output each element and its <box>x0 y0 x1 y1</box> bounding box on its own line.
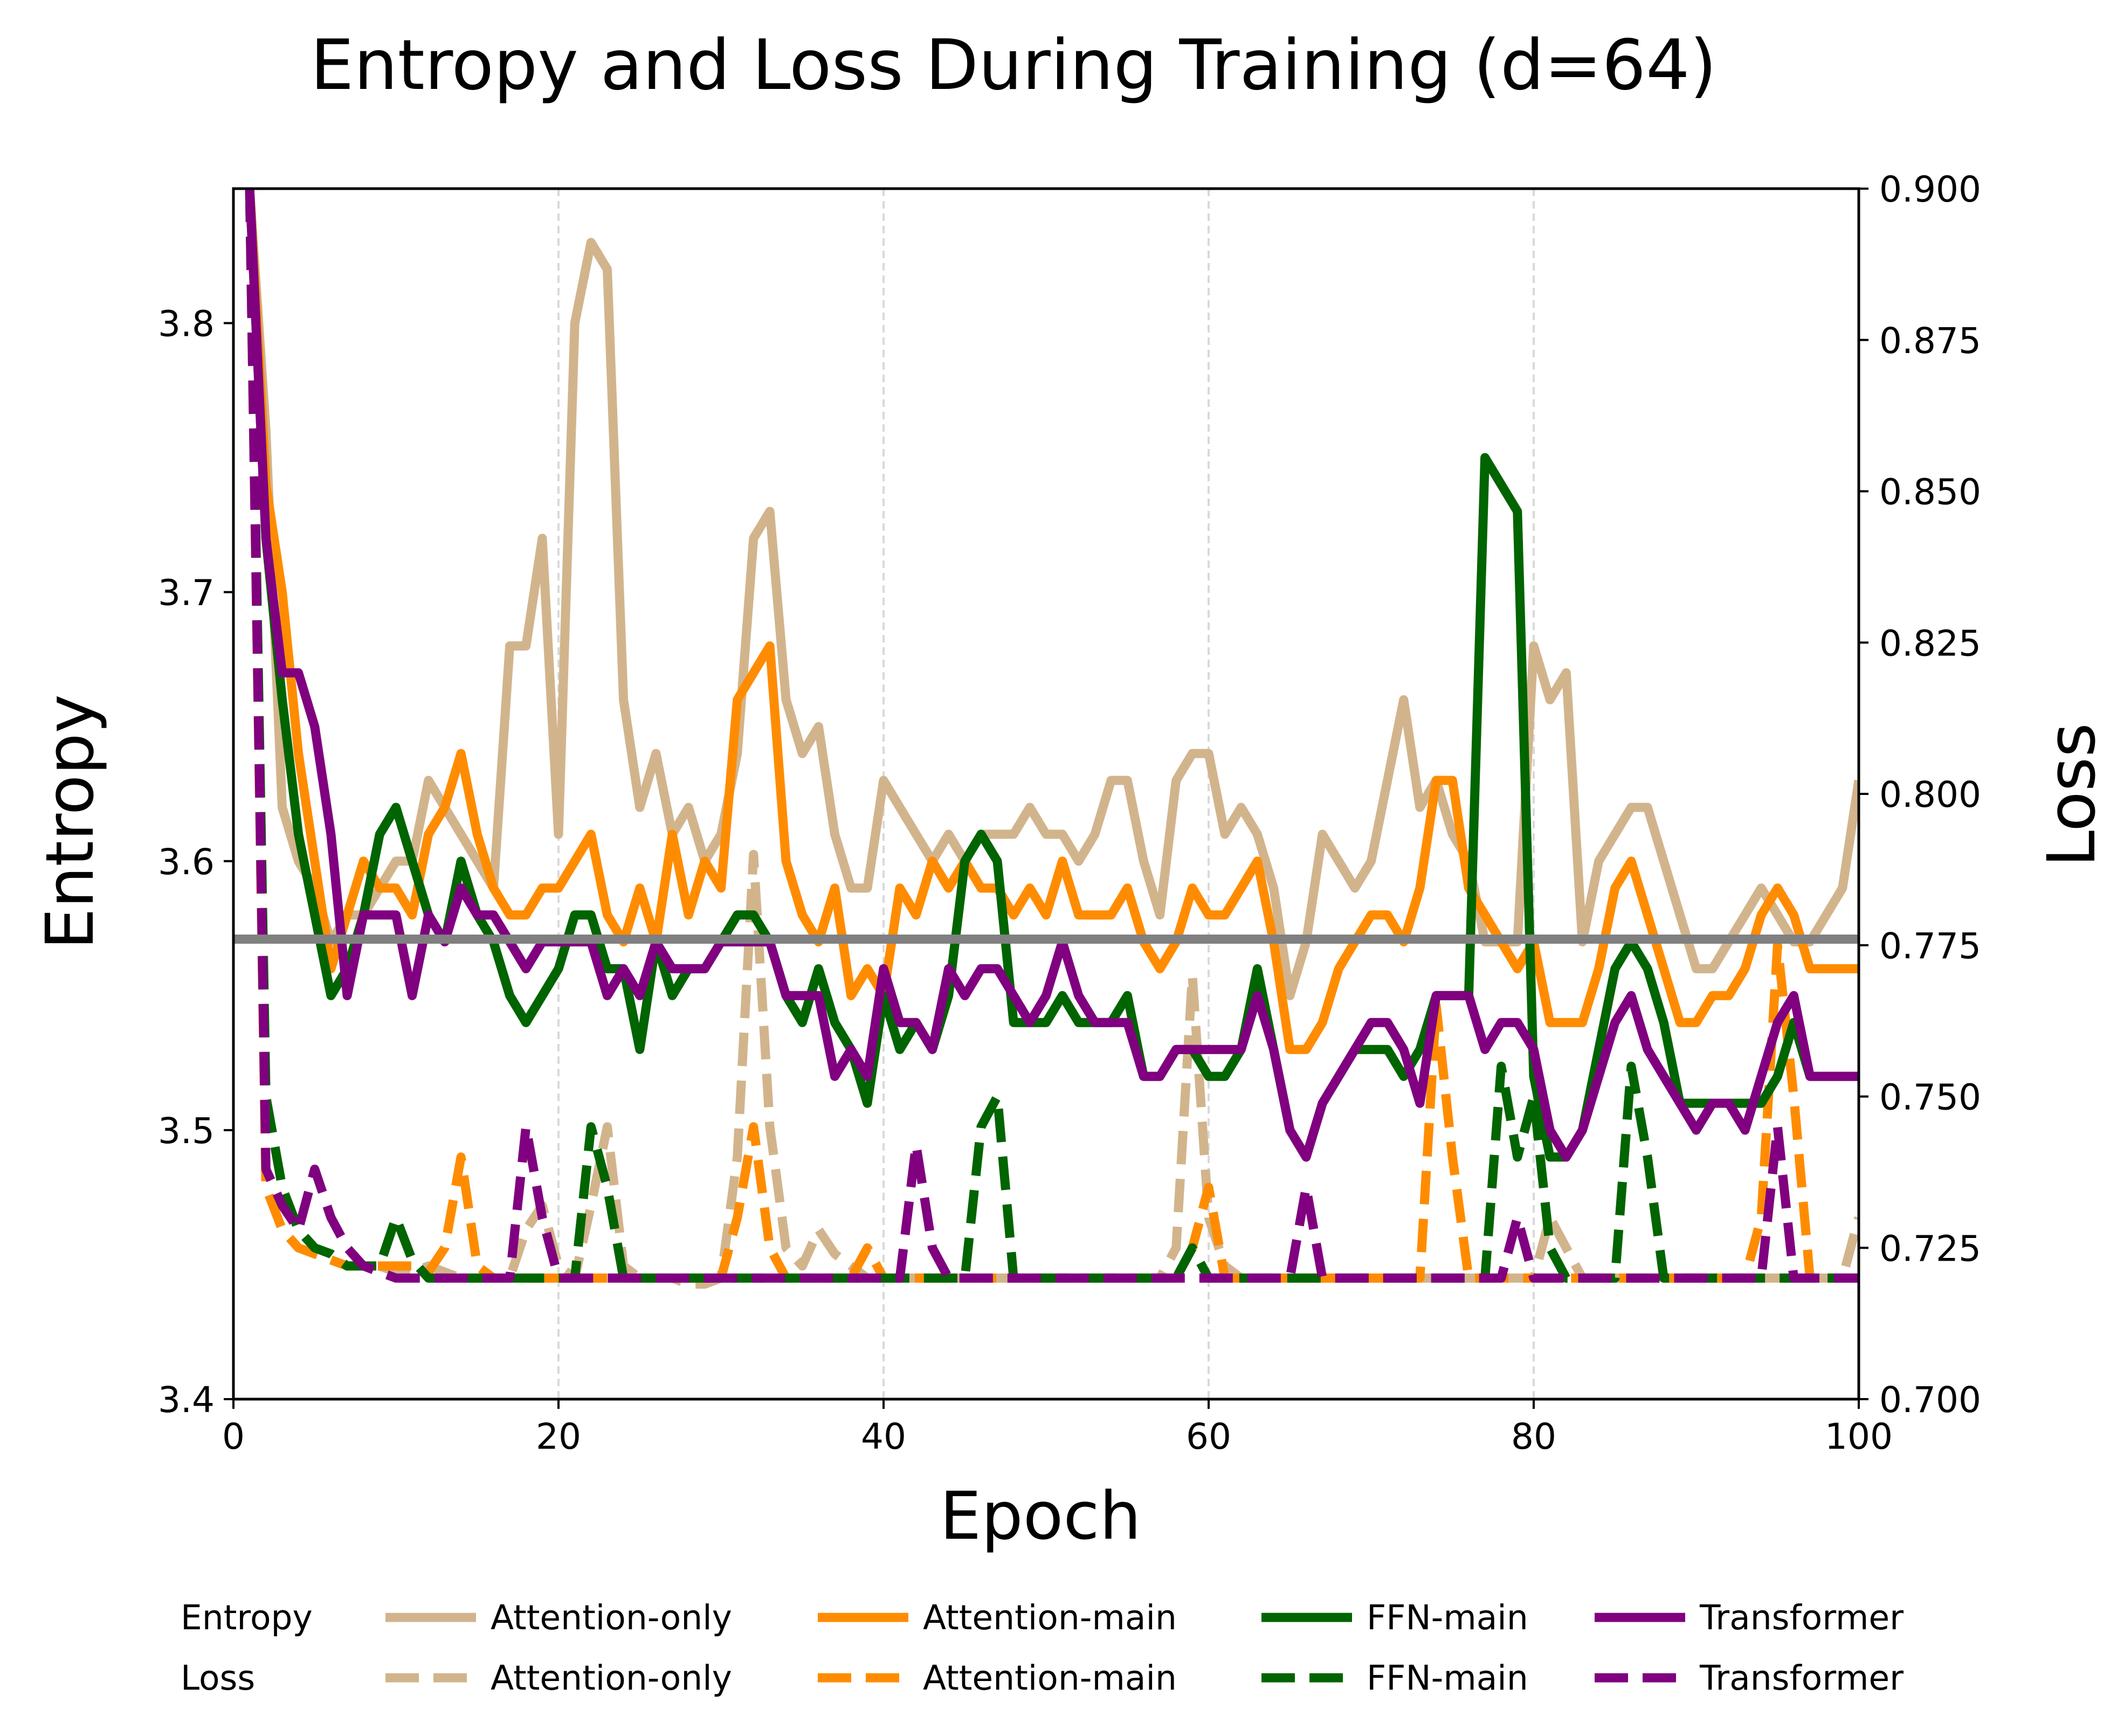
series-line-transformer-entropy <box>245 189 1859 1162</box>
x-tick-label-60: 60 <box>1186 1416 1231 1457</box>
x-tick-label-20: 20 <box>536 1416 581 1457</box>
axes <box>232 187 1860 1401</box>
x-tick-label-40: 40 <box>861 1416 906 1457</box>
y-right-tick-label-0.775: 0.775 <box>1879 925 1981 967</box>
series-line-attention-main-loss <box>245 189 1859 1283</box>
x-tick-label-80: 80 <box>1511 1416 1556 1457</box>
series-layer <box>245 189 1859 1289</box>
legend-label-attention-main-entropy: Attention-main <box>923 1598 1177 1637</box>
y-right-tick-label-0.850: 0.850 <box>1879 472 1981 513</box>
y-right-axis-label: Loss <box>2033 723 2110 867</box>
legend-row-label-loss: Loss <box>181 1658 255 1698</box>
series-line-attention-only-loss <box>245 189 1859 1289</box>
plot-frame <box>232 187 1860 1401</box>
legend-label-attention-only-entropy: Attention-only <box>491 1598 732 1637</box>
series-line-transformer-loss <box>245 189 1859 1283</box>
series-line-attention-main-entropy <box>245 189 1859 1054</box>
y-right-tick-label-0.750: 0.750 <box>1879 1077 1981 1118</box>
y-tick-label-3.8: 3.8 <box>158 303 215 345</box>
y-tick-label-3.4: 3.4 <box>158 1379 215 1421</box>
y-right-tick-label-0.800: 0.800 <box>1879 774 1981 815</box>
y-right-tick-label-0.875: 0.875 <box>1879 320 1981 362</box>
legend-label-transformer-loss: Transformer <box>1699 1658 1904 1698</box>
legend-label-transformer-entropy: Transformer <box>1699 1598 1904 1637</box>
x-tick-label-0: 0 <box>222 1416 245 1457</box>
legend-row-label-entropy: Entropy <box>181 1598 313 1637</box>
y-right-tick-label-0.725: 0.725 <box>1879 1228 1981 1269</box>
legend-label-attention-main-loss: Attention-main <box>923 1658 1177 1698</box>
y-tick-label-3.6: 3.6 <box>158 841 215 883</box>
y-tick-label-3.7: 3.7 <box>158 572 215 614</box>
y-axis-label: Entropy <box>32 694 108 950</box>
series-line-ffn-main-loss <box>245 189 1859 1283</box>
y-right-tick-label-0.900: 0.900 <box>1879 169 1981 210</box>
legend-label-ffn-main-entropy: FFN-main <box>1367 1598 1528 1637</box>
legend-label-attention-only-loss: Attention-only <box>491 1658 732 1698</box>
tick-labels: 0 20 40 60 80 100 3.4 3.5 3.6 3.7 3.8 0.700 0.725 0.7… <box>158 169 1981 1457</box>
x-tick-label-100: 100 <box>1825 1416 1893 1457</box>
y-right-tick-label-0.700: 0.700 <box>1879 1379 1981 1421</box>
x-axis-label: Epoch <box>940 1478 1141 1554</box>
y-tick-label-3.5: 3.5 <box>158 1110 215 1152</box>
legend: Entropy Loss Attention-only Attention-only A… <box>181 1598 1904 1698</box>
chart-title: Entropy and Loss During Training (d=64) <box>311 25 1717 106</box>
series-line-attention-only-entropy <box>245 189 1859 1000</box>
legend-label-ffn-main-loss: FFN-main <box>1367 1658 1528 1698</box>
y-right-tick-label-0.825: 0.825 <box>1879 623 1981 664</box>
